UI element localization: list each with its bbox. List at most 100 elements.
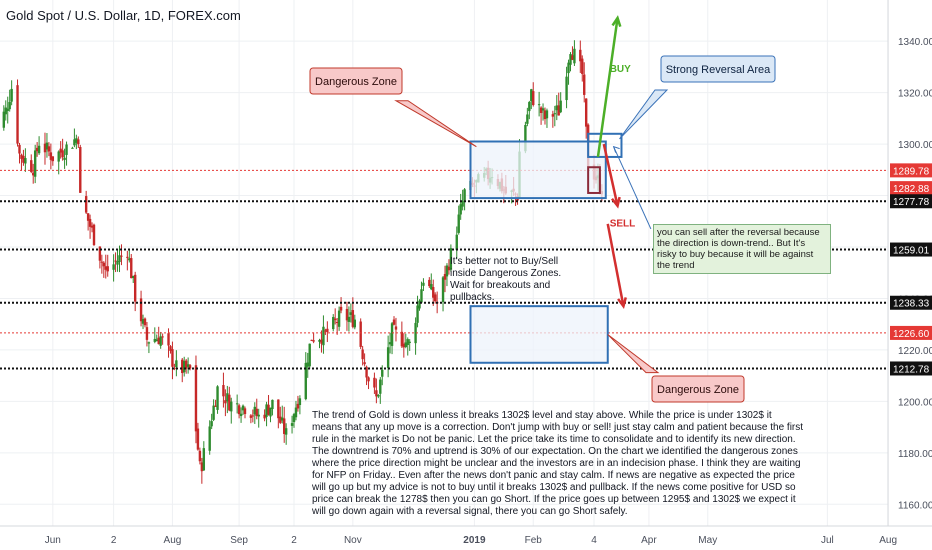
candle-body [230, 401, 233, 412]
candle-body [43, 143, 47, 153]
candle-body [106, 266, 109, 272]
candle-body [290, 423, 294, 426]
candle-body [345, 308, 349, 321]
candle-body [120, 255, 123, 257]
candle-body [365, 366, 368, 378]
candle-body [132, 276, 135, 279]
candle-body [6, 108, 9, 112]
candle-body [86, 213, 90, 221]
candle-body [443, 273, 447, 280]
candle-body [335, 322, 339, 324]
candle-body [463, 189, 466, 201]
candle-body [320, 339, 323, 344]
candle-body [35, 147, 39, 152]
candle-body [188, 365, 192, 369]
price-badge-label: 1238.33 [893, 299, 930, 310]
candle-body [255, 408, 258, 416]
candle-body [226, 393, 229, 402]
buy-arrow [596, 17, 619, 158]
candle-body [212, 405, 215, 420]
candle-body [459, 204, 462, 215]
candle-body [228, 394, 231, 411]
candle-body [559, 100, 562, 113]
candle-body [88, 218, 92, 227]
candle-body [414, 322, 417, 344]
candle-body [2, 111, 6, 128]
note-pointer-line [613, 146, 652, 230]
candle-body [322, 326, 325, 346]
candle-body [353, 319, 356, 328]
candle-body [186, 364, 190, 367]
candle-body [408, 341, 411, 343]
price-badge-label: 1282.88 [893, 184, 930, 195]
candle-body [296, 403, 300, 409]
y-tick-label: 1340.00 [898, 37, 932, 48]
candle-body [283, 418, 286, 434]
strong-reversal-callout-label: Strong Reversal Area [666, 64, 771, 76]
price-levels [0, 169, 888, 370]
candle-body [145, 327, 149, 340]
candle-body [139, 298, 143, 322]
candle-body [447, 266, 451, 271]
candle-body [269, 407, 272, 417]
lower-dangerous-zone-box [469, 305, 609, 364]
dangerous-zone-bottom-callout-label: Dangerous Zone [657, 384, 739, 396]
candle-body [253, 406, 256, 415]
candle-body [573, 48, 576, 64]
candle-body [310, 339, 313, 341]
candle-body [457, 214, 460, 233]
x-tick-label: Jul [821, 535, 834, 546]
candle-body [373, 377, 376, 388]
candle-body [304, 362, 307, 400]
dangerous-zone-bottom-callout-box [651, 375, 745, 403]
candle-body [224, 400, 227, 404]
price-badge [890, 163, 932, 178]
x-tick-label: May [698, 535, 717, 546]
candle-body [126, 256, 129, 258]
candle-body [143, 318, 147, 326]
candle-body [161, 336, 164, 338]
trend-arrows: BUY SELL [596, 15, 652, 309]
candle-body [159, 336, 162, 346]
candle-body [216, 386, 219, 410]
candle-body [312, 340, 315, 342]
candle-body [337, 310, 341, 327]
candle-body [557, 105, 560, 116]
sell-arrow-short-head [610, 196, 621, 209]
candle-body [428, 279, 431, 287]
candle-body [308, 343, 311, 367]
candle-body [406, 339, 409, 346]
candle-body [98, 246, 102, 261]
candle-body [84, 196, 88, 213]
price-badge-label: 1212.78 [893, 364, 930, 375]
reversal-advice-note: you can sell after the reversal because … [653, 224, 831, 274]
candle-body [555, 105, 558, 111]
candle-body [375, 390, 378, 397]
candle-body [537, 104, 541, 106]
strong-reversal-area-box [587, 132, 623, 158]
candle-body [361, 349, 364, 360]
x-tick-label: 2 [291, 535, 297, 546]
candle-body [22, 155, 25, 163]
candle-body [455, 234, 458, 250]
candle-body [526, 114, 529, 124]
candle-body [61, 150, 64, 158]
candle-body [130, 258, 133, 279]
candle-body [402, 343, 406, 348]
candle-body [333, 318, 337, 321]
candle-body [400, 331, 404, 347]
candle-body [541, 108, 545, 111]
candle-body [349, 312, 353, 315]
candle-body [298, 398, 302, 405]
candle-body [173, 367, 176, 369]
dangerous-zone-top-callout-label: Dangerous Zone [315, 76, 397, 88]
candle-body [153, 338, 156, 342]
candle-body [583, 74, 586, 95]
candle-body [394, 326, 398, 330]
candle-body [339, 306, 343, 311]
current-price-box [587, 166, 601, 194]
candle-body [367, 377, 370, 382]
candle-body [332, 317, 335, 330]
